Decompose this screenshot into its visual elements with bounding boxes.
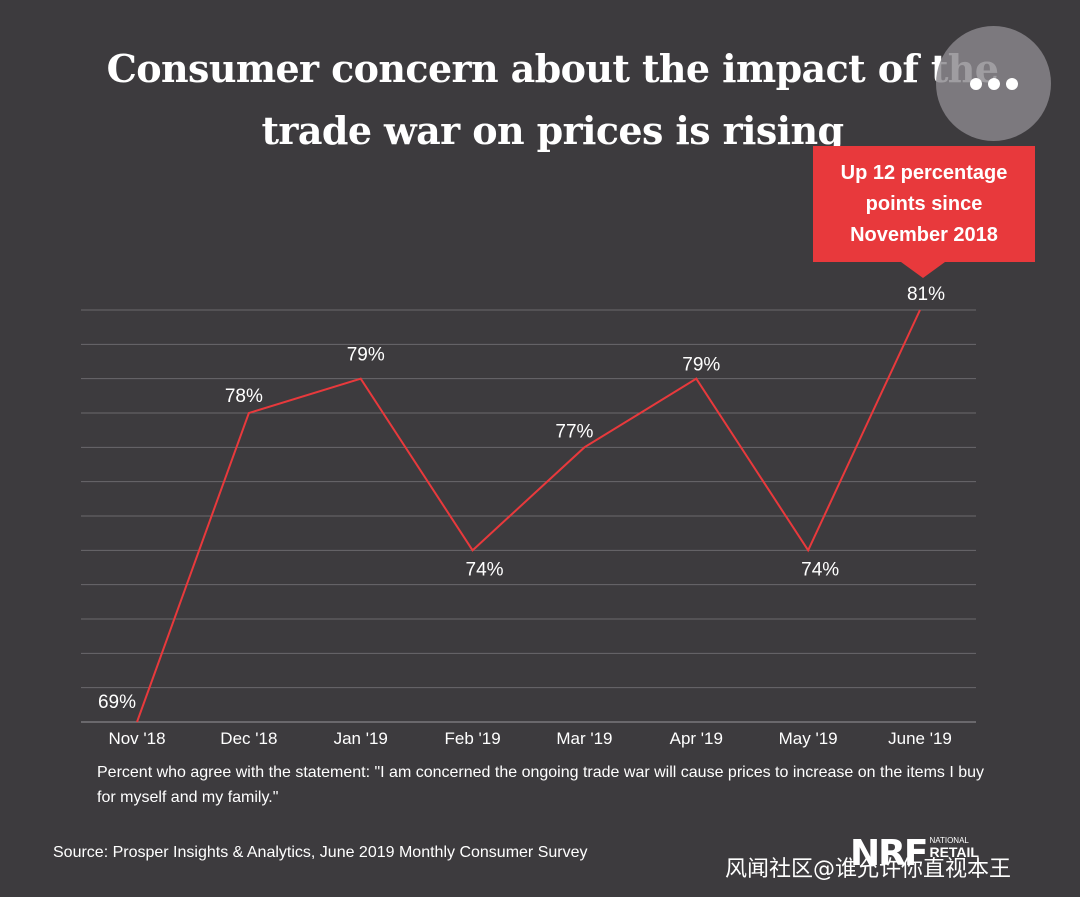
data-label: 78% — [225, 386, 263, 407]
data-label: 77% — [555, 421, 593, 442]
logo-mark: NRF — [850, 833, 928, 874]
logo-retail: RETAIL — [929, 844, 979, 860]
x-axis-tick-labels: Nov '18 Dec '18 Jan '19 Feb '19 Mar '19 Apr '… — [108, 729, 951, 748]
callout-text: Up 12 percentage points since November 2… — [840, 161, 1008, 246]
data-label: 79% — [347, 345, 385, 366]
callout-pointer — [901, 262, 945, 278]
x-tick-label: Mar '19 — [556, 729, 612, 748]
watermark: 风闻社区@谁允许你直视本王 — [725, 857, 1012, 882]
gridlines — [81, 309, 976, 723]
nrf-logo: NRF NATIONAL RETAIL — [850, 834, 979, 874]
series-line-group — [136, 309, 921, 723]
data-label: 69% — [98, 692, 136, 713]
data-label: 81% — [907, 284, 945, 305]
more-horizontal-icon — [969, 77, 982, 90]
chart-title: Consumer concern about the impact of the… — [106, 46, 999, 153]
chart-caption: Percent who agree with the statement: "I… — [97, 764, 985, 806]
data-label: 74% — [466, 559, 504, 580]
logo-words: NATIONAL RETAIL — [929, 836, 979, 860]
more-horizontal-icon — [1005, 77, 1018, 90]
logo-national: NATIONAL — [929, 836, 969, 845]
source-note: Source: Prosper Insights & Analytics, Ju… — [53, 844, 588, 861]
data-label: 79% — [682, 355, 720, 376]
x-tick-label: Jan '19 — [334, 729, 388, 748]
callout-box: Up 12 percentage points since November 2… — [813, 146, 1035, 262]
data-label: 74% — [801, 559, 839, 580]
more-horizontal-icon — [987, 77, 1000, 90]
series-line — [136, 309, 921, 723]
x-tick-label: June '19 — [888, 729, 952, 748]
x-tick-label: Feb '19 — [444, 729, 500, 748]
x-tick-label: Nov '18 — [108, 729, 165, 748]
x-tick-label: Apr '19 — [670, 729, 723, 748]
x-tick-label: May '19 — [779, 729, 838, 748]
more-options-button[interactable] — [936, 26, 1051, 141]
data-labels: 69% 78% 79% 74% 77% 79% 74% 81% — [98, 284, 945, 713]
x-tick-label: Dec '18 — [220, 729, 277, 748]
